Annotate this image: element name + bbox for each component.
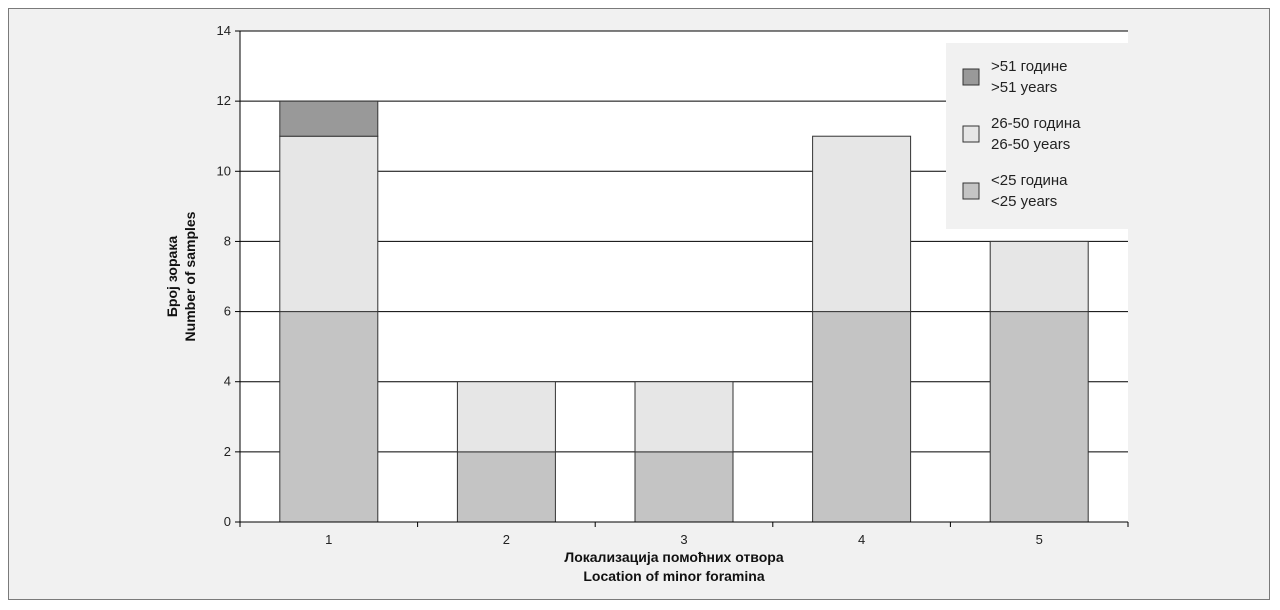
y-tick-label: 14 [217, 23, 231, 38]
bar-segment [279, 311, 379, 523]
bar-segment [279, 100, 379, 137]
y-tick-label: 8 [224, 233, 231, 248]
bar-segment [812, 311, 912, 523]
legend-swatch [962, 68, 980, 86]
figure-panel: 0 2 4 6 8 10 12 14 1 2 3 4 5 Локализација помоћних от… [8, 8, 1270, 600]
y-tick-label: 10 [217, 163, 231, 178]
y-tick-label: 2 [224, 444, 231, 459]
bar-segment [989, 240, 1089, 313]
legend-swatch [962, 125, 980, 143]
bar-segment [989, 311, 1089, 523]
y-tick-label: 4 [224, 374, 231, 389]
bar-segment [634, 451, 734, 523]
y-axis-title: Number of samples [182, 211, 198, 341]
legend-label: >51 years [991, 79, 1057, 96]
y-tick-label: 0 [224, 514, 231, 529]
legend-label: <25 година [991, 172, 1068, 189]
x-tick-label: 3 [680, 532, 687, 547]
bar-segment [634, 381, 734, 453]
legend-label: 26-50 година [991, 115, 1081, 132]
legend-swatch [962, 182, 980, 200]
legend-label: <25 years [991, 193, 1057, 210]
bar-segment [812, 135, 912, 313]
bar-segment [456, 451, 556, 523]
x-tick-label: 1 [325, 532, 332, 547]
legend-label: 26-50 years [991, 136, 1070, 153]
y-axis-title: Број зорака [164, 236, 180, 317]
x-axis-title: Location of minor foramina [583, 568, 764, 584]
legend-label: >51 године [991, 58, 1068, 75]
y-tick-label: 12 [217, 93, 231, 108]
x-tick-label: 4 [858, 532, 865, 547]
y-tick-label: 6 [224, 304, 231, 319]
x-axis-title: Локализација помоћних отвора [564, 549, 783, 565]
bar-segment [279, 135, 379, 313]
x-tick-label: 2 [503, 532, 510, 547]
x-tick-label: 5 [1036, 532, 1043, 547]
bar-segment [456, 381, 556, 453]
